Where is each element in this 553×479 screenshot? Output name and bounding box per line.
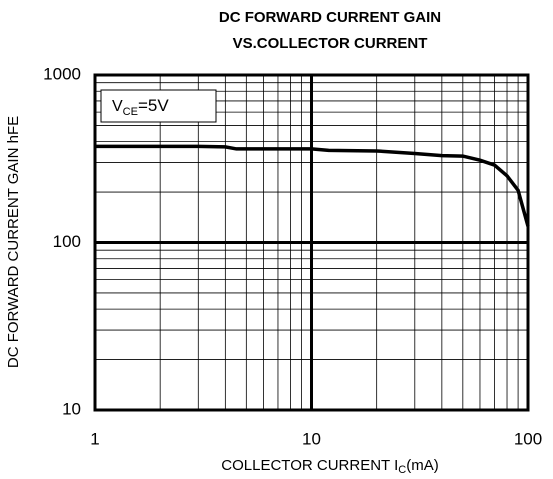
- x-tick-label: 100: [514, 429, 542, 448]
- annotation-part: =5V: [138, 96, 169, 115]
- y-axis-label: DC FORWARD CURRENT GAIN hFE: [5, 116, 22, 368]
- chart-title: DC FORWARD CURRENT GAIN: [219, 9, 441, 26]
- annotation: VCE=5V: [112, 96, 169, 117]
- x-axis-label-rest: (mA): [406, 457, 439, 474]
- x-axis-label-text: COLLECTOR CURRENT I: [221, 457, 398, 474]
- annotation-box: [100, 89, 217, 123]
- chart-title: VS.COLLECTOR CURRENT: [233, 35, 428, 52]
- y-tick-label: 10: [62, 399, 81, 418]
- data-line: [95, 144, 530, 227]
- x-axis-label: COLLECTOR CURRENT IC(mA): [221, 457, 438, 476]
- x-tick-label: 1: [90, 429, 99, 448]
- x-tick-label: 10: [302, 429, 321, 448]
- y-tick-label: 100: [53, 232, 81, 251]
- plot-frame: [93, 73, 530, 412]
- y-tick-label: 1000: [43, 64, 81, 83]
- x-axis-label-sub: C: [398, 464, 406, 476]
- annotation-part: V: [112, 98, 123, 115]
- annotation-part: CE: [123, 106, 138, 118]
